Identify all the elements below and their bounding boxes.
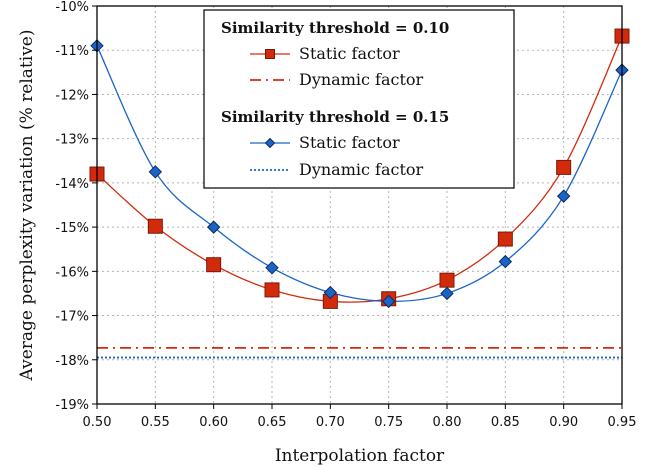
data-point-diamond-1 <box>206 220 221 234</box>
legend-group-title-015: Similarity threshold = 0.15 <box>221 108 449 126</box>
y-tick-label: -16% <box>55 265 89 280</box>
legend: Similarity threshold = 0.10 Static facto… <box>203 9 515 189</box>
y-tick-label: -15% <box>55 221 89 236</box>
dynamic-factor-lines <box>97 346 622 359</box>
data-point-diamond-1 <box>323 285 338 300</box>
y-tick-label: -14% <box>55 177 89 192</box>
data-point-square-0 <box>439 272 455 288</box>
y-tick-label: -13% <box>55 133 89 148</box>
data-point-diamond-1 <box>498 254 513 269</box>
x-tick-label: 0.55 <box>141 415 170 430</box>
y-tick-label: -18% <box>55 354 89 369</box>
x-tick-label: 0.75 <box>374 415 403 430</box>
y-tick-label: -19% <box>55 398 89 413</box>
y-tick-label: -17% <box>55 310 89 325</box>
legend-label-dynamic-010: Dynamic factor <box>299 70 424 89</box>
y-tick-label: -11% <box>55 44 89 59</box>
legend-label-dynamic-015: Dynamic factor <box>299 160 424 179</box>
y-axis-ticks: -10% -11% -12% -13% -14% -15% -16% -17% -18% -19% <box>55 0 97 413</box>
y-tick-label: -12% <box>55 88 89 103</box>
x-tick-label: 0.95 <box>608 415 637 430</box>
x-tick-label: 0.85 <box>491 415 520 430</box>
legend-box <box>203 9 515 189</box>
x-axis-ticks: 0.50 0.55 0.60 0.65 0.70 0.75 0.80 0.85 0.90 0.95 <box>83 404 637 430</box>
data-point-diamond-1 <box>440 286 454 301</box>
legend-label-static-015: Static factor <box>299 133 400 152</box>
plot-frame <box>96 5 623 405</box>
data-point-square-0 <box>147 218 163 234</box>
x-tick-label: 0.50 <box>83 415 112 430</box>
legend-group-title-010: Similarity threshold = 0.10 <box>221 19 449 37</box>
data-point-square-0 <box>556 159 572 175</box>
data-point-diamond-1 <box>556 189 571 203</box>
x-tick-label: 0.90 <box>549 415 578 430</box>
data-point-square-0 <box>497 231 513 247</box>
data-point-square-0 <box>264 282 280 298</box>
data-point-diamond-1 <box>381 294 396 309</box>
legend-swatch-marker <box>265 49 275 59</box>
x-tick-label: 0.80 <box>433 415 462 430</box>
data-point-diamond-1 <box>265 261 279 275</box>
y-axis-label: Average perplexity variation (% relative… <box>17 30 37 382</box>
x-tick-label: 0.70 <box>316 415 345 430</box>
legend-swatches <box>250 49 290 171</box>
x-axis-label: Interpolation factor <box>275 446 445 466</box>
static-factor-line-1 <box>96 45 623 303</box>
x-tick-label: 0.60 <box>199 415 228 430</box>
x-tick-label: 0.65 <box>258 415 287 430</box>
data-point-diamond-1 <box>148 165 163 179</box>
data-point-square-0 <box>206 257 222 273</box>
legend-label-static-010: Static factor <box>299 44 400 63</box>
legend-swatch-marker <box>264 137 276 149</box>
y-tick-label: -10% <box>55 0 89 15</box>
